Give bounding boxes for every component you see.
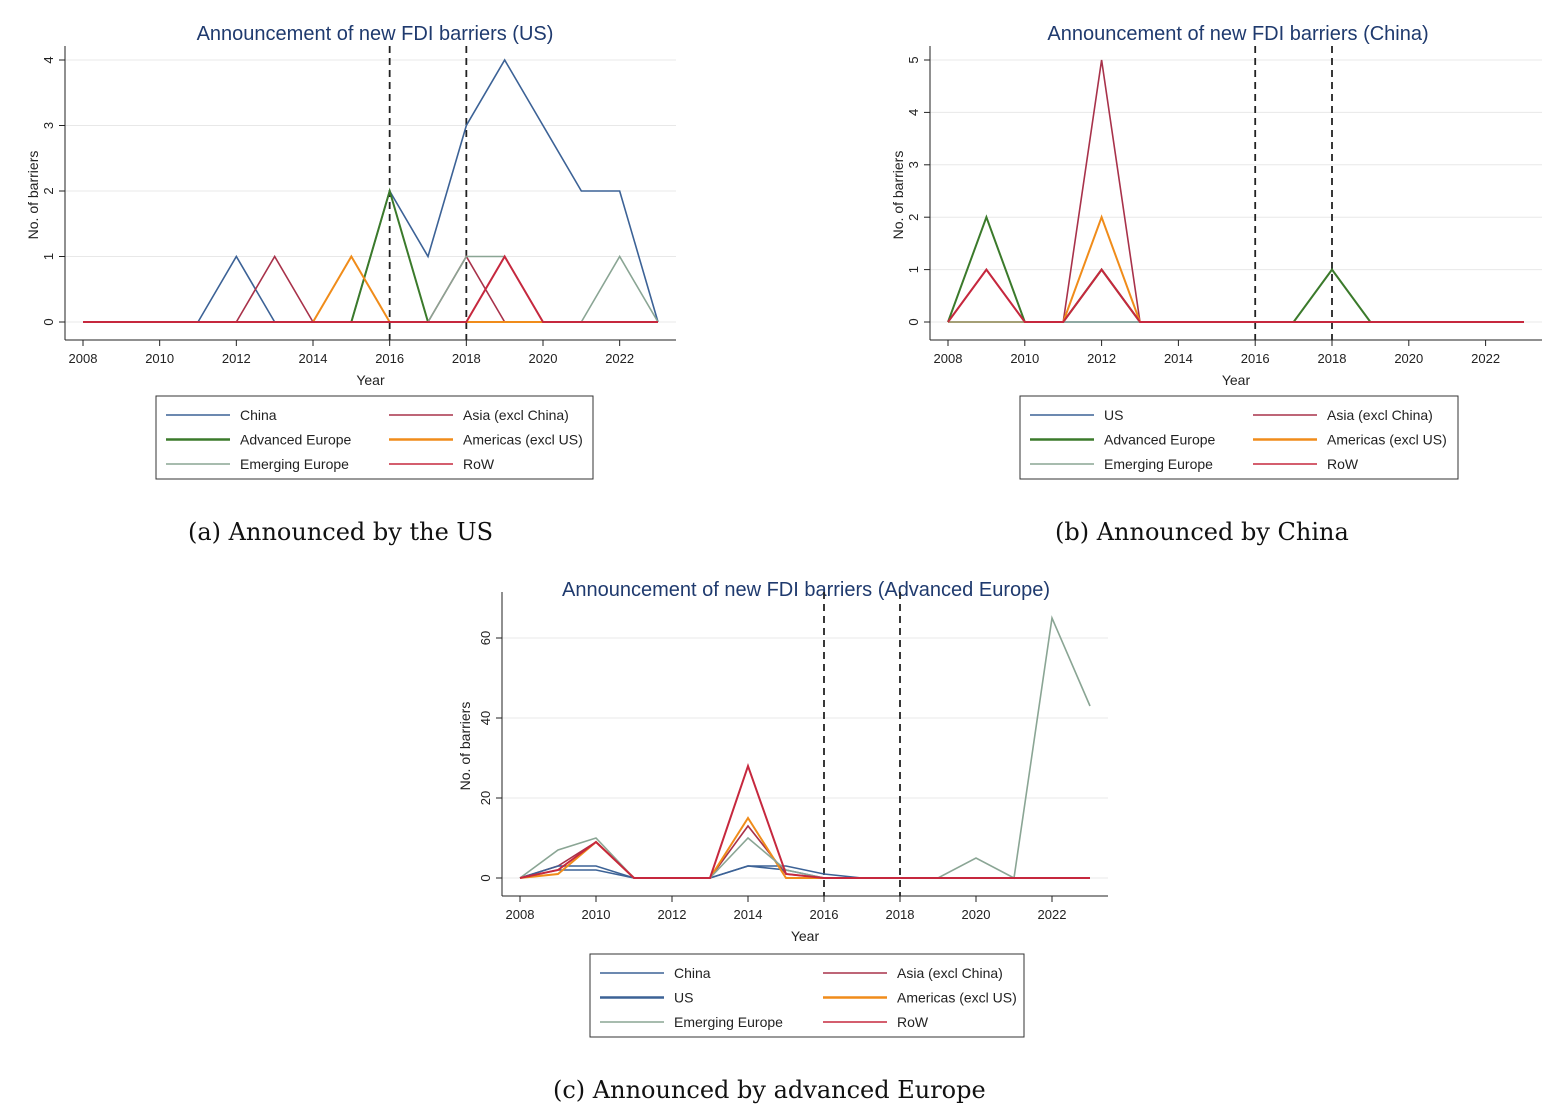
x-tick-label: 2010 <box>582 907 611 922</box>
y-tick-label: 0 <box>906 318 921 325</box>
x-tick-label: 2016 <box>810 907 839 922</box>
y-tick-label: 40 <box>478 711 493 725</box>
x-axis-title: Year <box>356 372 385 388</box>
x-axis-title: Year <box>791 928 820 944</box>
y-tick-label: 0 <box>41 318 56 325</box>
legend-box <box>155 395 594 480</box>
y-tick-label: 60 <box>478 631 493 645</box>
legend-label-americas-excl-us: Americas (excl US) <box>897 990 1017 1006</box>
y-axis-title: No. of barriers <box>457 702 473 791</box>
legend-label-asia-excl-china: Asia (excl China) <box>463 407 569 423</box>
y-tick-label: 20 <box>478 791 493 805</box>
caption-a: (a) Announced by the US <box>188 518 494 546</box>
x-tick-label: 2020 <box>1394 351 1423 366</box>
chart-us: Announcement of new FDI barriers (US) 0 1 2… <box>25 23 676 480</box>
legend-label-china: China <box>240 407 277 423</box>
y-tick-label: 4 <box>906 109 921 116</box>
legend-label-asia-excl-china: Asia (excl China) <box>1327 407 1433 423</box>
legend-label-china: China <box>674 965 711 981</box>
series-line-emerging-europe <box>519 615 1091 880</box>
legend-label-row: RoW <box>897 1014 929 1030</box>
x-tick-label: 2014 <box>299 351 328 366</box>
legend-label-row: RoW <box>1327 456 1359 472</box>
x-tick-label: 2016 <box>1241 351 1270 366</box>
y-tick-label: 1 <box>41 253 56 260</box>
y-axis-title: No. of barriers <box>25 151 41 240</box>
chart-title: Announcement of new FDI barriers (US) <box>197 23 554 45</box>
x-tick-label: 2010 <box>1010 351 1039 366</box>
x-tick-label: 2010 <box>145 351 174 366</box>
x-tick-label: 2012 <box>222 351 251 366</box>
legend-label-emerging-europe: Emerging Europe <box>674 1014 783 1030</box>
x-tick-label: 2018 <box>886 907 915 922</box>
series-line-row <box>83 254 658 323</box>
x-tick-label: 2016 <box>375 351 404 366</box>
x-tick-label: 2022 <box>1038 907 1067 922</box>
x-tick-label: 2022 <box>605 351 634 366</box>
chart-europe: Announcement of new FDI barriers (Advanc… <box>457 579 1108 1038</box>
y-tick-label: 3 <box>906 161 921 168</box>
x-tick-label: 2008 <box>69 351 98 366</box>
legend-label-emerging-europe: Emerging Europe <box>1104 456 1213 472</box>
legend-label-advanced-europe: Advanced Europe <box>1104 432 1216 448</box>
x-tick-label: 2014 <box>734 907 763 922</box>
y-tick-label: 5 <box>906 56 921 63</box>
legend-label-us: US <box>1104 407 1123 423</box>
y-tick-label: 1 <box>906 266 921 273</box>
caption-c: (c) Announced by advanced Europe <box>553 1076 986 1104</box>
legend-label-asia-excl-china: Asia (excl China) <box>897 965 1003 981</box>
chart-title: Announcement of new FDI barriers (Advanc… <box>562 579 1050 601</box>
y-tick-label: 0 <box>478 874 493 881</box>
chart-china: Announcement of new FDI barriers (China)… <box>890 23 1542 480</box>
y-tick-label: 3 <box>41 122 56 129</box>
x-tick-label: 2020 <box>962 907 991 922</box>
x-tick-label: 2022 <box>1471 351 1500 366</box>
legend-box <box>1019 395 1459 480</box>
legend-label-americas-excl-us: Americas (excl US) <box>1327 432 1447 448</box>
x-tick-label: 2008 <box>934 351 963 366</box>
x-tick-label: 2018 <box>452 351 481 366</box>
series-line-row <box>947 267 1524 323</box>
y-axis-title: No. of barriers <box>890 151 906 240</box>
x-tick-label: 2020 <box>529 351 558 366</box>
y-tick-label: 4 <box>41 56 56 63</box>
series-line-asia-excl-china <box>947 59 1524 323</box>
chart-title: Announcement of new FDI barriers (China) <box>1047 23 1428 45</box>
x-tick-label: 2008 <box>506 907 535 922</box>
y-tick-label: 2 <box>41 187 56 194</box>
legend-label-americas-excl-us: Americas (excl US) <box>463 432 583 448</box>
series-line-row <box>519 762 1090 879</box>
x-tick-label: 2012 <box>658 907 687 922</box>
legend-label-advanced-europe: Advanced Europe <box>240 432 352 448</box>
legend-label-us: US <box>674 990 693 1006</box>
legend-label-emerging-europe: Emerging Europe <box>240 456 349 472</box>
caption-b: (b) Announced by China <box>1055 518 1349 546</box>
series-line-americas-excl-us <box>83 254 658 323</box>
x-axis-title: Year <box>1222 372 1251 388</box>
x-tick-label: 2012 <box>1087 351 1116 366</box>
x-tick-label: 2018 <box>1318 351 1347 366</box>
y-tick-label: 2 <box>906 214 921 221</box>
legend-box <box>589 953 1025 1038</box>
x-tick-label: 2014 <box>1164 351 1193 366</box>
legend-label-row: RoW <box>463 456 495 472</box>
